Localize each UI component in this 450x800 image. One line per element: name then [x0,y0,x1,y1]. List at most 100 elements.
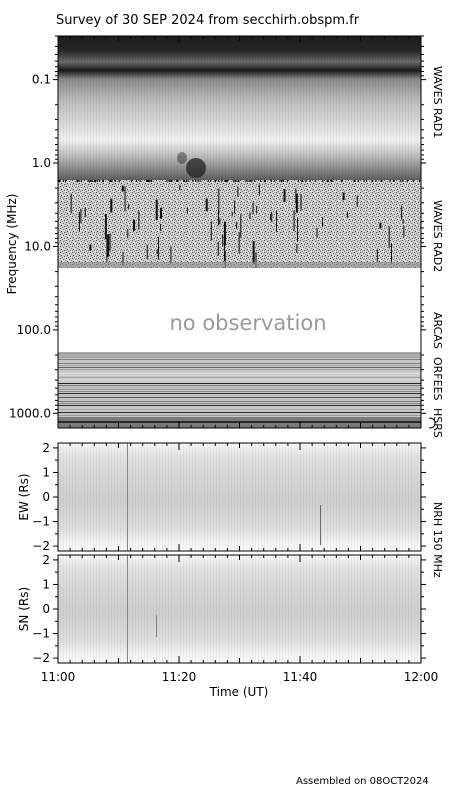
rad2-burst [210,221,212,241]
rad2-top-dot [136,180,138,182]
rad2-top-dot [221,180,223,182]
y-tick-label: −1 [32,627,50,641]
rad2-burst [342,192,345,201]
orfees-line [58,411,421,412]
y-tick-label: 0 [42,602,50,616]
rad2-top-dot [354,180,356,182]
orfees-line [58,375,421,376]
x-axis-label: Time (UT) [209,685,269,699]
rad2-top-dot [225,180,227,182]
rad2-top-dot [393,180,395,182]
rad2-top-dot [102,180,104,182]
rad2-burst [146,244,148,260]
rad2-top-dot [150,180,152,182]
rad2-burst [402,219,404,224]
rad2-top-dot [365,180,367,182]
orfees-line [58,369,421,370]
rad2-top-dot [110,180,112,182]
rad2-burst [252,241,255,264]
rad2-top-dot [166,180,168,182]
rad2-burst [219,218,221,225]
rad2-burst [234,200,236,214]
rad2-top-dot [96,180,98,182]
rad2-burst [271,211,273,223]
spectrogram-y-tick-label: 1000.0 [9,406,51,420]
spectrogram-y-tick-label: 10.0 [24,239,51,253]
rad2-burst [391,243,393,264]
rad2-burst [106,238,108,263]
rad2-top-dot [98,180,100,182]
assembly-footer: Assembled on 08OCT2024 [296,776,429,787]
rad2-top-dot [192,180,194,182]
rad2-burst [401,205,403,220]
rad2-top-dot [90,180,92,182]
rad2-top-dot [327,180,329,182]
rad2-top-dot [274,180,276,182]
rad2-burst [80,208,82,224]
rad2-burst [84,207,86,217]
orfees-line [58,361,421,362]
rad2-burst [293,210,295,231]
rad2-top-dot [199,180,201,182]
rad2-burst [138,210,140,230]
rad2-top-dot [197,180,199,182]
arcas-band [58,268,421,352]
rad2-burst [179,184,181,191]
rad2-top-dot [95,180,97,182]
rad2-top-dot [168,180,170,182]
spectrogram-y-tick-label: 1.0 [32,156,51,170]
rad2-top-dot [170,180,172,182]
orfees-line [58,379,421,380]
ew-ylabel: EW (Rs) [17,473,31,520]
spectrogram-y-tick-label: 0.1 [32,73,51,87]
rad2-top-dot [207,180,209,182]
orfees-line [58,415,421,416]
rad2-top-dot [389,180,391,182]
rad2-burst [170,246,172,264]
orfees-line [58,399,421,400]
rad2-top-dot [270,180,272,182]
rad2-burst [109,233,111,251]
x-tick-label: 12:00 [404,670,439,684]
rad2-top-dot [247,180,249,182]
rad2-top-dot [301,180,303,182]
rad2-top-dot [372,180,374,182]
orfees-strong-line [58,412,421,413]
rad2-burst [155,199,158,220]
orfees-line [58,403,421,404]
rad2-burst [160,223,162,231]
rad2-top-dot [225,180,227,182]
rad2-band [58,180,421,268]
rad2-burst [121,185,124,192]
rad2-top-dot [301,180,303,182]
orfees-line [58,363,421,364]
rad2-burst [240,214,242,238]
orfees-line [58,387,421,388]
rad2-top-dot [149,180,151,182]
rad2-top-dot [259,180,261,182]
instrument-label-waves-rad2: WAVES RAD2 [431,200,444,272]
rad2-burst [252,202,254,215]
rad2-bursts [58,180,421,275]
rad2-burst [238,232,240,254]
rad2-top-dot [59,180,61,182]
rad2-burst [258,184,260,196]
rad2-burst [296,243,298,253]
rad2-top-dot [183,180,185,182]
sn-x-ticks [57,555,422,663]
rad2-burst [218,209,220,226]
x-axis-tick-labels: 11:00 11:20 11:40 12:00 [41,670,439,684]
rad2-top-dot [80,180,82,182]
y-tick-label: −2 [32,651,50,665]
sn-panel: 2 1 0 −1 −2 SN (Rs) [17,553,426,665]
y-tick-label: 0 [42,490,50,504]
rad2-burst [300,194,302,211]
rad2-burst [403,225,405,237]
orfees-line [58,373,421,374]
x-tick-label: 11:00 [41,670,76,684]
rad2-top-dot [114,180,116,182]
rad2-burst [297,217,299,242]
y-tick-label: −2 [32,539,50,553]
rad2-top-dot [91,180,93,182]
rad2-burst [231,212,233,217]
